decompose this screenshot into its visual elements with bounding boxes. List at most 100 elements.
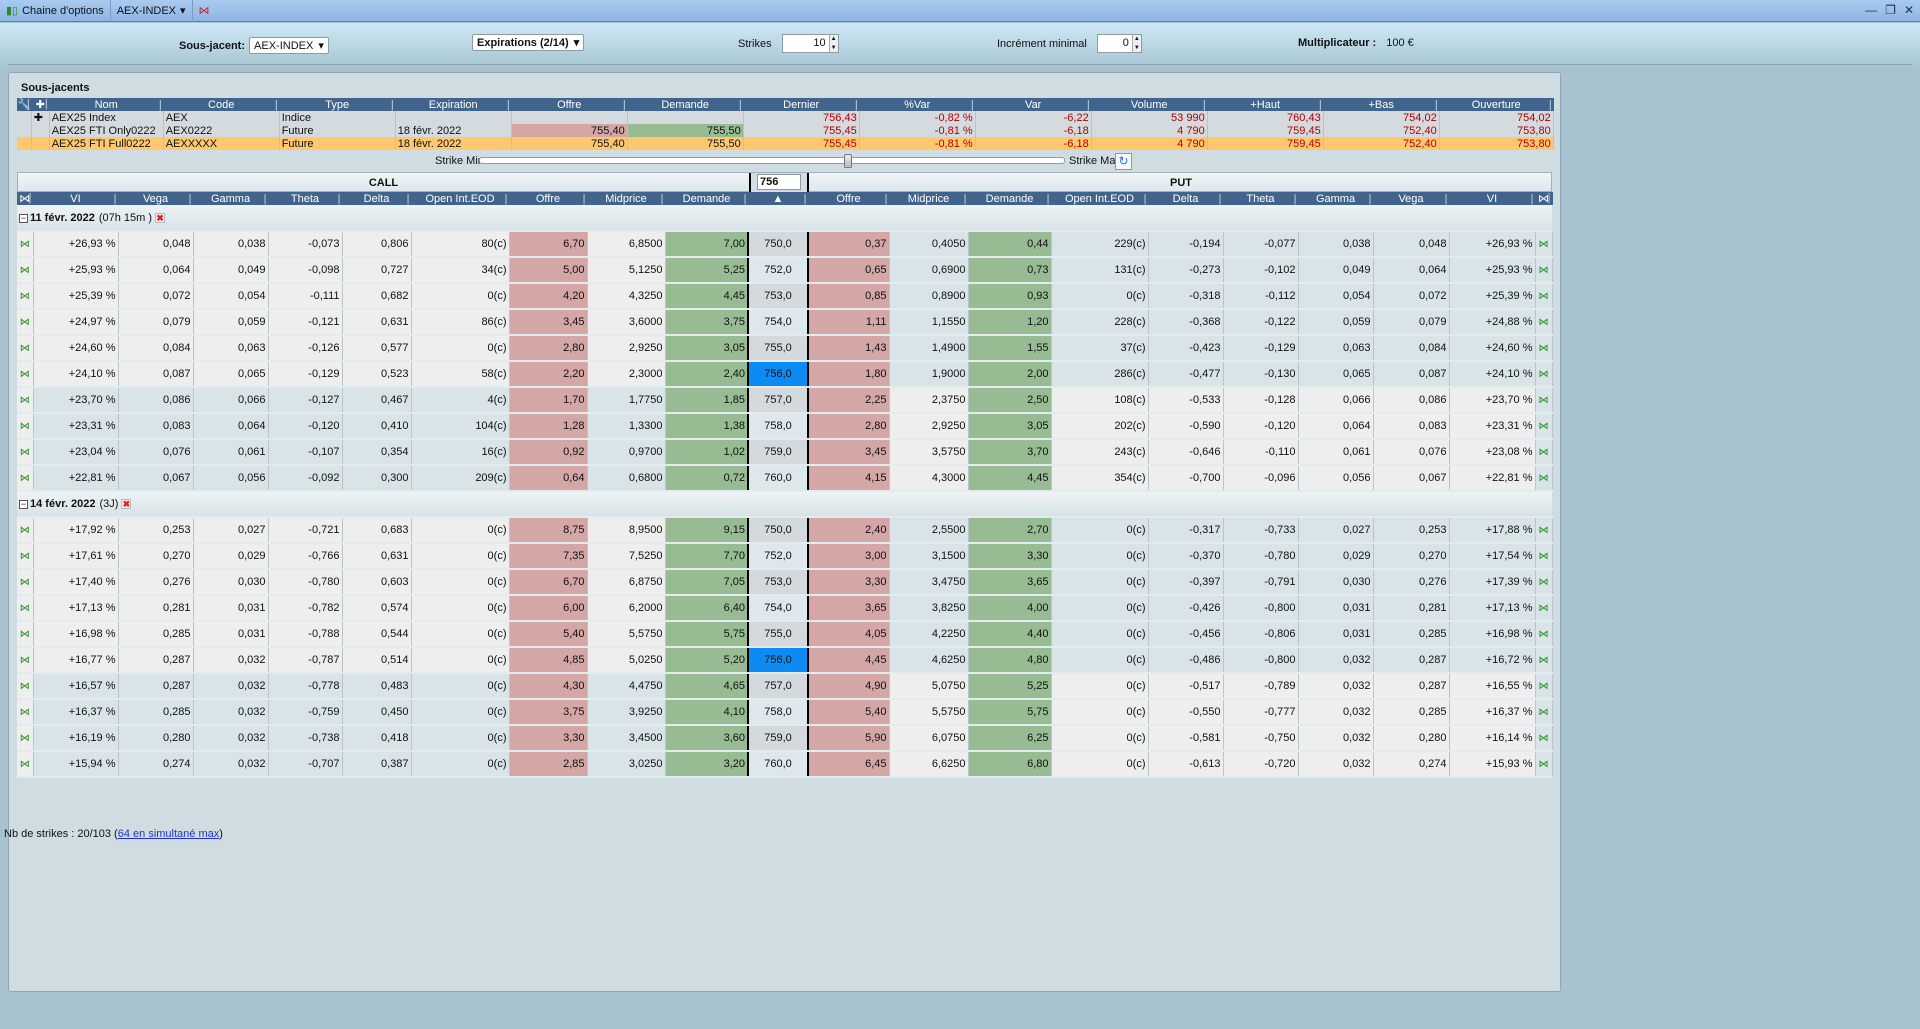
spin-down-icon[interactable]: ▼ [1133,45,1140,51]
column-header[interactable]: Demande [627,98,744,111]
column-header[interactable]: Expiration [395,98,512,111]
put-column-header[interactable]: Demande [968,192,1052,205]
option-row[interactable]: ⋈ +17,92 % 0,253 0,027 -0,721 0,683 0(c) 8,75 8,… [17,517,1553,544]
call-chart-icon[interactable]: ⋈ [17,517,34,544]
call-column-header[interactable]: Midprice [587,192,666,205]
strikes-spinner[interactable]: 10 ▲ ▼ [781,34,839,53]
put-column-header[interactable]: VI [1449,192,1536,205]
call-chart-icon[interactable]: ⋈ [17,439,34,466]
call-column-header[interactable]: Vega [118,192,194,205]
put-chart-icon[interactable]: ⋈ [1535,387,1553,414]
option-row[interactable]: ⋈ +23,04 % 0,076 0,061 -0,107 0,354 16(c) 0,92 0… [17,439,1553,466]
call-chart-icon[interactable]: ⋈ [17,283,34,310]
put-chart-icon[interactable]: ⋈ [1535,543,1553,570]
increment-spinner[interactable]: 0 ▲ ▼ [1096,34,1142,53]
call-column-header[interactable]: Offre [509,192,588,205]
column-header[interactable]: Dernier [743,98,860,111]
strike-input[interactable]: 756 [757,174,801,190]
row-icon[interactable] [31,137,50,150]
minimize-icon[interactable]: — [1865,3,1878,17]
put-column-header[interactable]: Vega [1373,192,1450,205]
strike-slider[interactable] [479,154,1065,168]
max-simultaneous-link[interactable]: 64 en simultané max [117,828,220,840]
wrench-icon[interactable]: 🔧 [17,98,32,111]
put-chart-icon[interactable]: ⋈ [1535,699,1553,726]
option-row[interactable]: ⋈ +16,57 % 0,287 0,032 -0,778 0,483 0(c) 4,30 4,… [17,673,1553,700]
column-header[interactable]: Code [163,98,280,111]
call-column-header[interactable]: Open Int.EOD [411,192,510,205]
option-row[interactable]: ⋈ +15,94 % 0,274 0,032 -0,707 0,387 0(c) 2,85 3,… [17,751,1553,778]
close-icon[interactable]: ✕ [1903,3,1914,17]
call-chart-icon[interactable]: ⋈ [17,595,34,622]
call-column-header[interactable]: Theta [268,192,343,205]
spin-up-icon[interactable]: ▲ [1133,36,1140,42]
reset-icon[interactable]: ↻ [1115,153,1132,170]
call-chart-icon[interactable]: ⋈ [17,361,34,388]
call-chart-icon[interactable]: ⋈ [17,751,34,778]
option-row[interactable]: ⋈ +16,37 % 0,285 0,032 -0,759 0,450 0(c) 3,75 3,… [17,699,1553,726]
option-row[interactable]: ⋈ +22,81 % 0,067 0,056 -0,092 0,300 209(c) 0,64… [17,465,1553,492]
column-header[interactable]: Ouverture [1439,98,1554,111]
option-row[interactable]: ⋈ +24,60 % 0,084 0,063 -0,126 0,577 0(c) 2,80 2,… [17,335,1553,362]
option-row[interactable]: ⋈ +16,77 % 0,287 0,032 -0,787 0,514 0(c) 4,85 5,… [17,647,1553,674]
expirations-dropdown[interactable]: Expirations (2/14) ▾ [472,34,585,51]
call-chart-icon[interactable]: ⋈ [17,335,34,362]
call-chart-icon[interactable]: ⋈ [17,569,34,596]
put-chart-icon[interactable]: ⋈ [1535,595,1553,622]
spin-up-icon[interactable]: ▲ [830,36,837,42]
call-chart-icon[interactable]: ⋈ [17,465,34,492]
call-column-header[interactable]: Gamma [193,192,269,205]
column-header[interactable]: %Var [859,98,976,111]
strikes-value[interactable]: 10 [813,37,826,49]
put-chart-icon[interactable]: ⋈ [1535,465,1553,492]
call-chart-icon[interactable]: ⋈ [17,621,34,648]
row-icon[interactable] [31,124,50,137]
column-header[interactable]: +Haut [1207,98,1324,111]
add-chain-icon[interactable]: ✚ [31,111,50,124]
column-header[interactable]: Nom [49,98,164,111]
put-column-header[interactable]: Gamma [1298,192,1374,205]
option-row[interactable]: ⋈ +23,31 % 0,083 0,064 -0,120 0,410 104(c) 1,28… [17,413,1553,440]
option-row[interactable]: ⋈ +17,40 % 0,276 0,030 -0,780 0,603 0(c) 6,70 6,… [17,569,1553,596]
put-chart-icon[interactable]: ⋈ [1535,673,1553,700]
put-chart-icon[interactable]: ⋈ [1535,413,1553,440]
put-chart-icon[interactable]: ⋈ [1535,647,1553,674]
put-chart-icon[interactable]: ⋈ [1535,257,1553,284]
collapse-icon[interactable]: − [19,212,28,223]
put-chart-icon[interactable]: ⋈ [1535,751,1553,778]
put-chart-icon[interactable]: ⋈ [1535,309,1553,336]
put-column-header[interactable]: Offre [808,192,890,205]
add-chain-icon[interactable]: ✚ [31,98,50,111]
option-row[interactable]: ⋈ +25,39 % 0,072 0,054 -0,111 0,682 0(c) 4,20 4,… [17,283,1553,310]
call-chart-icon[interactable]: ⋈ [17,673,34,700]
option-row[interactable]: ⋈ +16,19 % 0,280 0,032 -0,738 0,418 0(c) 3,30 3,… [17,725,1553,752]
option-row[interactable]: ⋈ +17,13 % 0,281 0,031 -0,782 0,574 0(c) 6,00 6,… [17,595,1553,622]
collapse-put-icon[interactable]: ⋈ [1535,192,1553,205]
put-column-header[interactable]: Open Int.EOD [1051,192,1149,205]
option-row[interactable]: ⋈ +25,93 % 0,064 0,049 -0,098 0,727 34(c) 5,00 5… [17,257,1553,284]
collapse-icon[interactable]: − [19,499,28,509]
put-chart-icon[interactable]: ⋈ [1535,569,1553,596]
put-chart-icon[interactable]: ⋈ [1535,361,1553,388]
call-chart-icon[interactable]: ⋈ [17,309,34,336]
chain-settings-button[interactable]: ⋈ [193,0,216,22]
increment-value[interactable]: 0 [1122,37,1129,49]
call-chart-icon[interactable]: ⋈ [17,699,34,726]
put-column-header[interactable]: Midprice [889,192,969,205]
remove-expiry-icon[interactable]: ✖ [121,499,132,509]
app-tab[interactable]: ▮▯ Chaine d'options [0,0,111,22]
put-chart-icon[interactable]: ⋈ [1535,517,1553,544]
put-chart-icon[interactable]: ⋈ [1535,439,1553,466]
call-chart-icon[interactable]: ⋈ [17,413,34,440]
remove-expiry-icon[interactable]: ✖ [155,212,166,223]
call-chart-icon[interactable]: ⋈ [17,725,34,752]
call-chart-icon[interactable]: ⋈ [17,647,34,674]
symbol-dropdown[interactable]: AEX-INDEX ▾ [111,0,193,22]
put-chart-icon[interactable]: ⋈ [1535,335,1553,362]
call-chart-icon[interactable]: ⋈ [17,387,34,414]
column-header[interactable]: Offre [511,98,628,111]
put-chart-icon[interactable]: ⋈ [1535,231,1553,258]
sort-strike-icon[interactable]: ▲ [748,192,809,205]
put-chart-icon[interactable]: ⋈ [1535,621,1553,648]
call-column-header[interactable]: VI [33,192,119,205]
